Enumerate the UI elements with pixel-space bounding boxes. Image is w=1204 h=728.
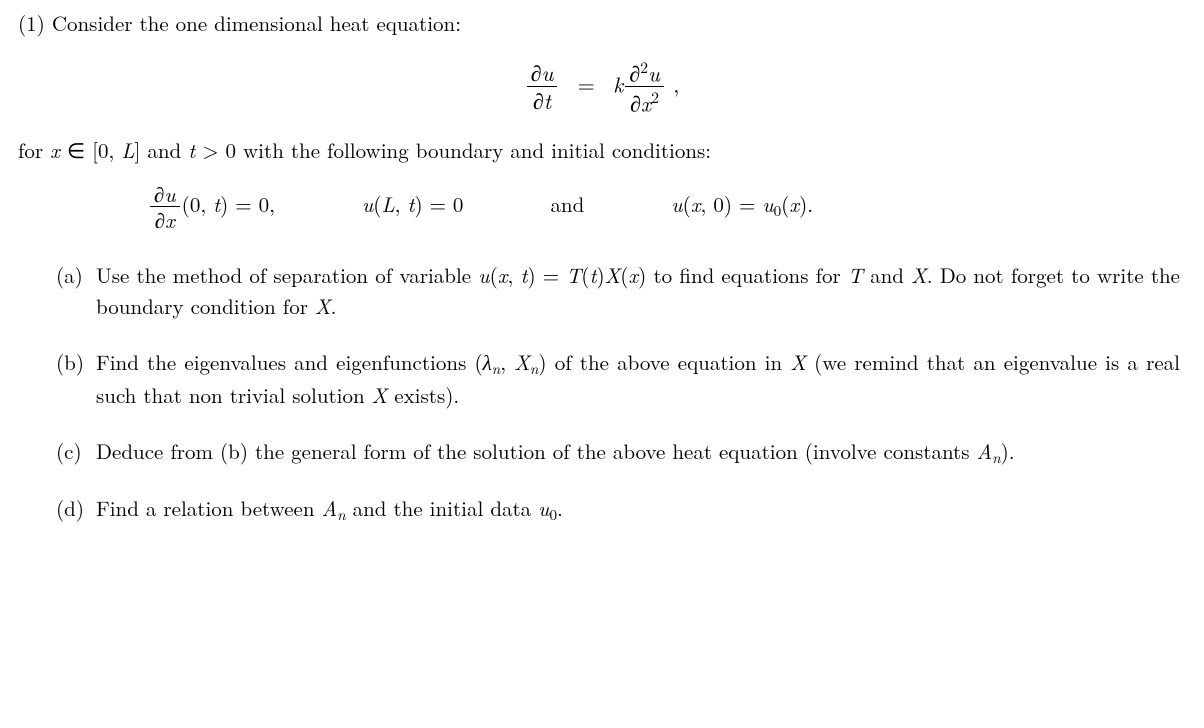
- subpart-a: (a) Use the method of separation of vari…: [18, 260, 1186, 323]
- main-equation: ∂u∂t = k∂2u∂x2 ,: [18, 58, 1186, 117]
- subpart-label: (d): [56, 493, 96, 526]
- boundary-conditions: ∂u∂x(0, t) = 0, u(L, t) = 0 and u(x, 0) …: [18, 182, 1186, 233]
- subpart-label: (a): [56, 260, 96, 323]
- subpart-label: (c): [56, 436, 96, 469]
- initial-condition: u(x, 0) = u0(x).: [671, 189, 813, 222]
- subpart-label: (b): [56, 347, 96, 412]
- subpart-body: Find the eigenvalues and eigenfunctions …: [96, 347, 1186, 412]
- subpart-c: (c) Deduce from (b) the general form of …: [18, 436, 1186, 469]
- subpart-body: Use the method of separation of variable…: [96, 260, 1186, 323]
- intro-text: Consider the one dimensional heat equati…: [52, 8, 461, 38]
- bc-dirichlet: u(L, t) = 0: [362, 189, 463, 221]
- subpart-body: Find a relation between An and the initi…: [96, 493, 569, 526]
- subpart-body: Deduce from (b) the general form of the …: [96, 436, 1021, 469]
- subpart-d: (d) Find a relation between An and the i…: [18, 493, 1186, 526]
- problem-number: (1): [18, 8, 45, 38]
- and-text: and: [550, 189, 584, 221]
- bc-neumann: ∂u∂x(0, t) = 0,: [148, 182, 275, 233]
- subpart-b: (b) Find the eigenvalues and eigenfuncti…: [18, 347, 1186, 412]
- problem-intro: (1) Consider the one dimensional heat eq…: [18, 8, 1186, 40]
- domain-conditions-text: for x ∈ [0, L] and t > 0 with the follow…: [18, 135, 1186, 167]
